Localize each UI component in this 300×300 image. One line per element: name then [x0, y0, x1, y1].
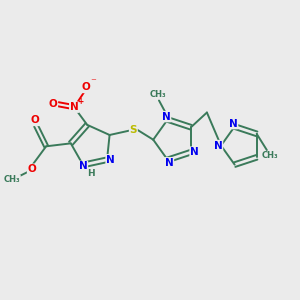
Text: N: N [165, 158, 173, 168]
Text: N: N [190, 147, 199, 157]
Text: N: N [162, 112, 171, 122]
Text: O: O [31, 116, 40, 125]
Text: CH₃: CH₃ [4, 175, 20, 184]
Text: N: N [229, 118, 238, 129]
Text: O: O [28, 164, 36, 174]
Text: CH₃: CH₃ [149, 90, 166, 99]
Text: CH₃: CH₃ [262, 152, 279, 160]
Text: H: H [87, 169, 95, 178]
Text: N: N [79, 161, 87, 171]
Text: ⁻: ⁻ [90, 77, 96, 87]
Text: O: O [49, 99, 57, 109]
Text: S: S [130, 125, 137, 135]
Text: N: N [106, 155, 115, 165]
Text: N: N [70, 102, 79, 112]
Text: O: O [81, 82, 90, 92]
Text: +: + [77, 97, 83, 106]
Text: N: N [214, 141, 223, 151]
